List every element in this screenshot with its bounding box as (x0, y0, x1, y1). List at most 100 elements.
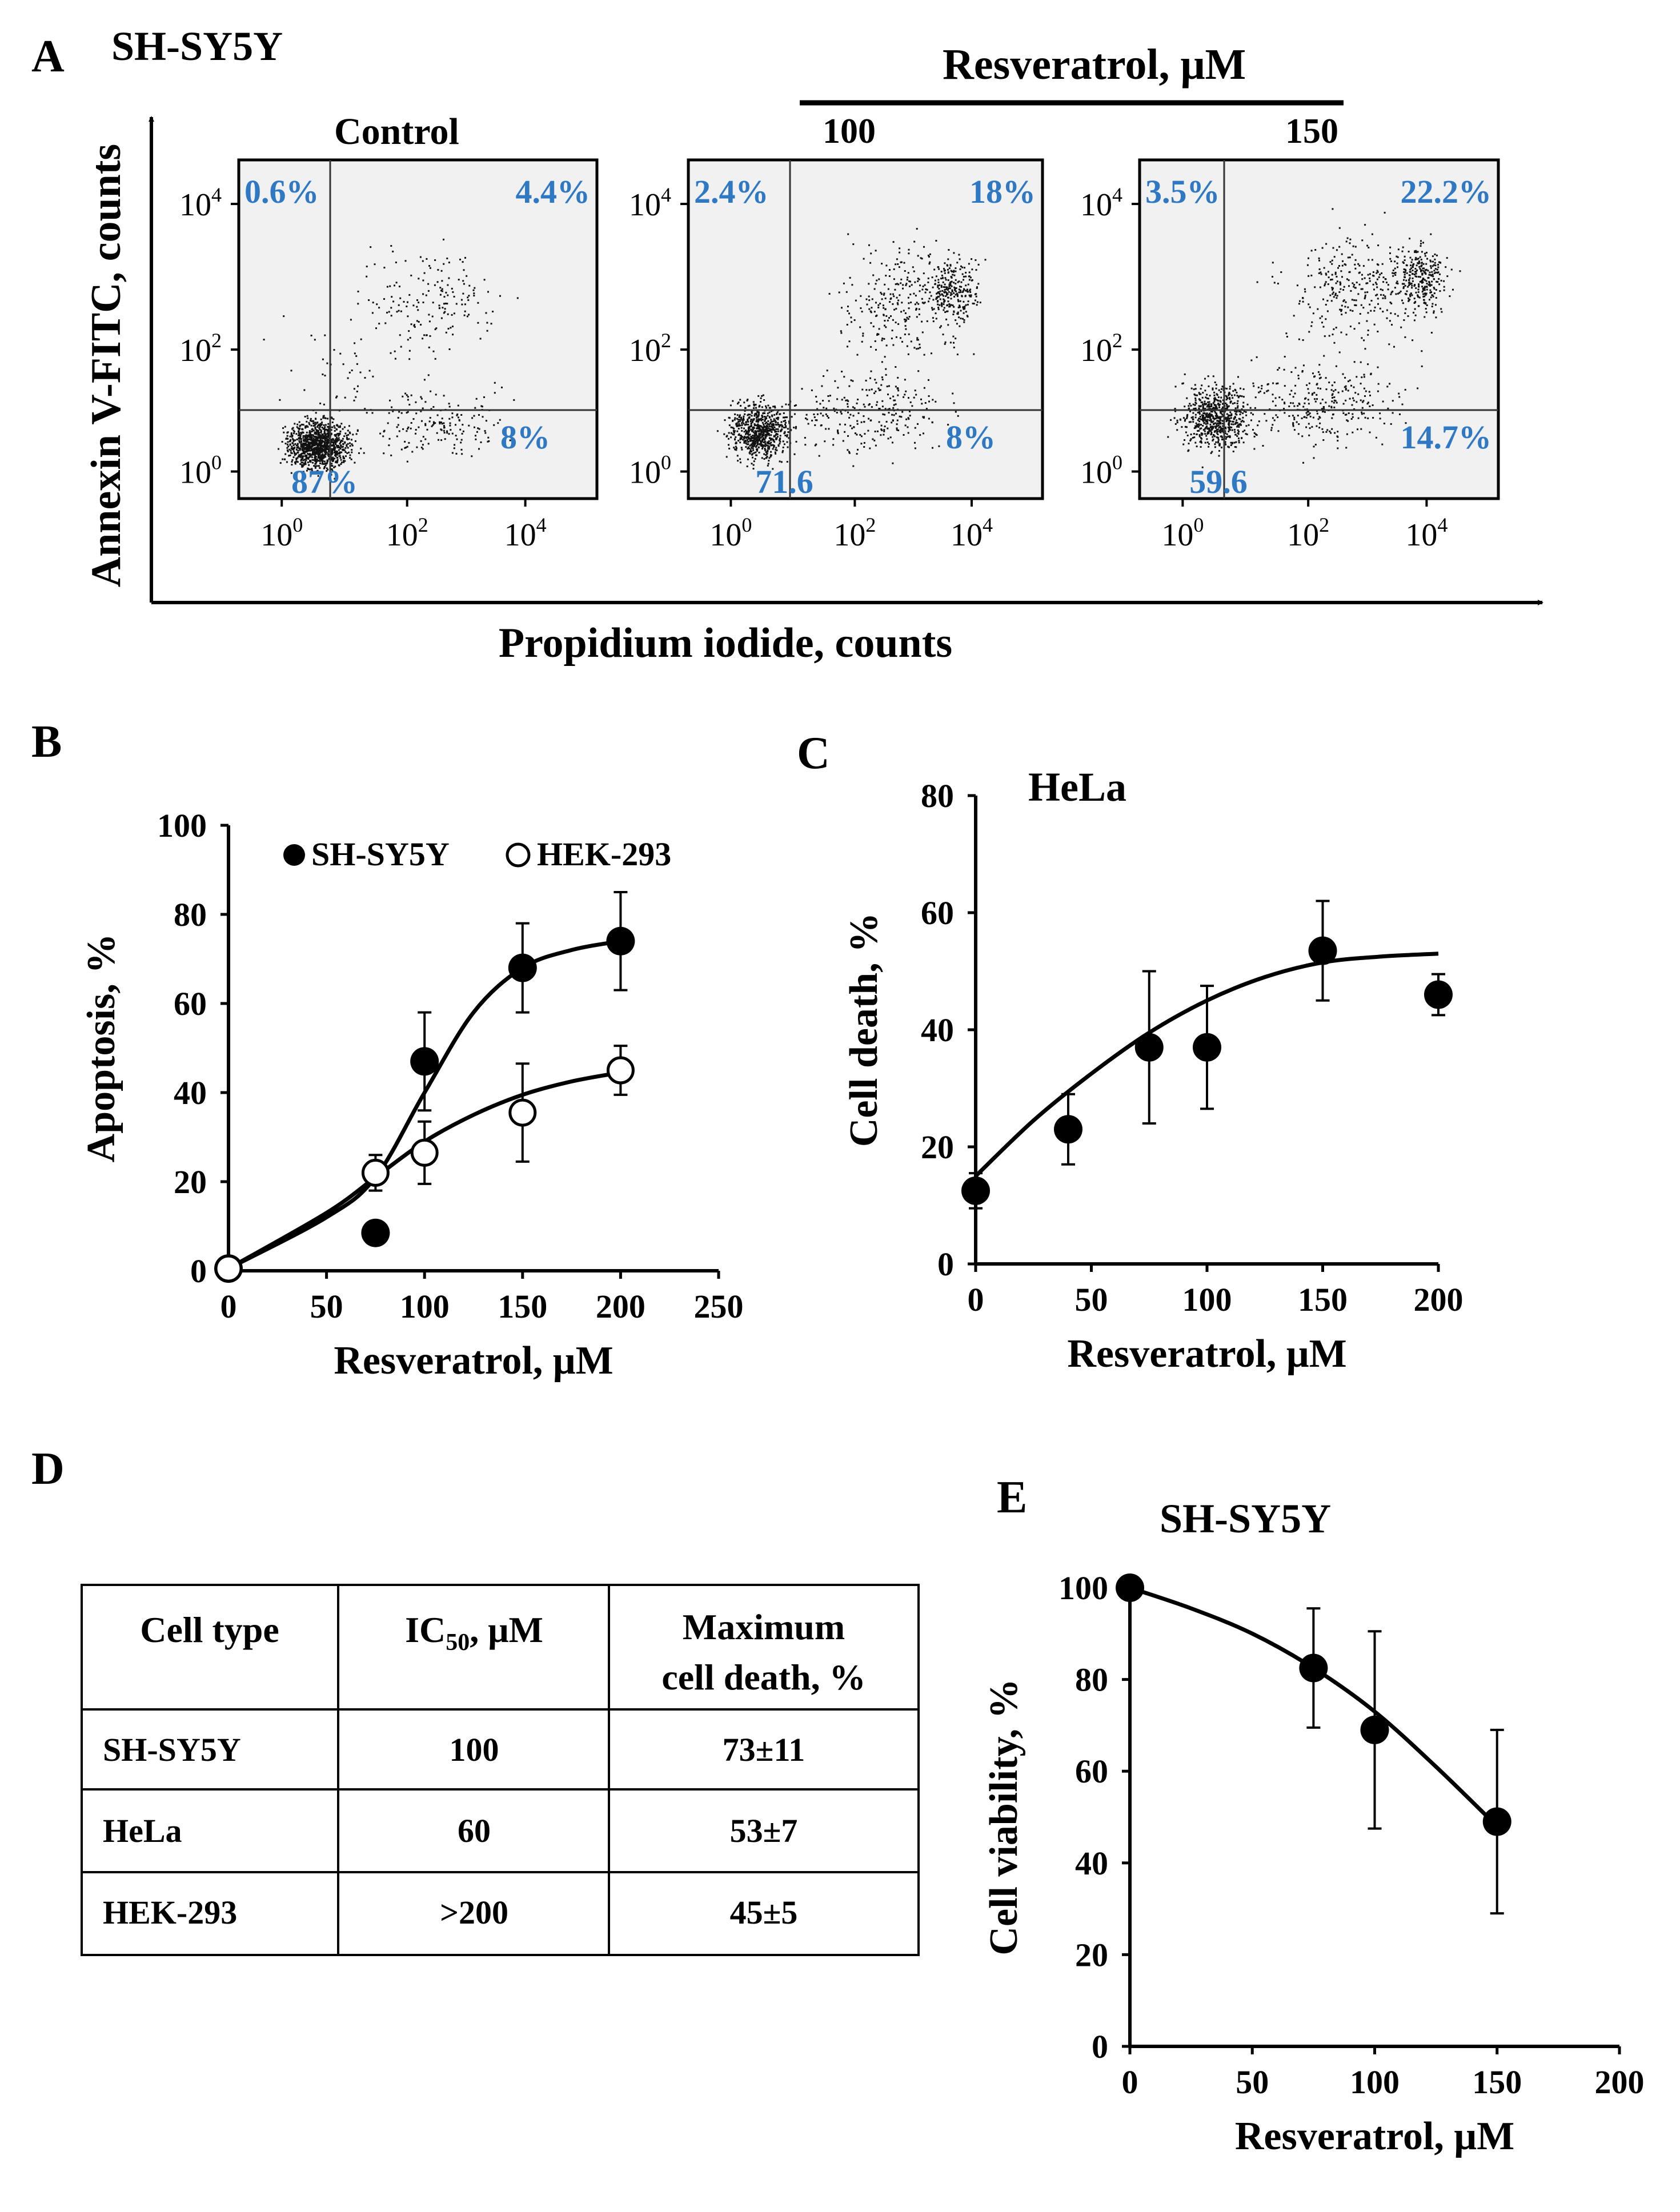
flow-event (342, 445, 344, 448)
flow-event (318, 448, 320, 450)
flow-event (343, 449, 346, 451)
flow-event (283, 431, 285, 433)
flow-event (1372, 271, 1374, 273)
flow-event (415, 432, 416, 435)
flow-event (1416, 275, 1418, 278)
flow-event (1338, 265, 1340, 267)
flow-event (959, 325, 961, 327)
flow-event (306, 469, 308, 472)
flow-event (464, 310, 466, 312)
flow-event (1219, 421, 1221, 424)
flow-event (326, 436, 328, 437)
flow-event (338, 433, 340, 436)
flow-event (355, 355, 358, 357)
flow-event (332, 437, 334, 440)
flow-event (891, 414, 893, 416)
flow-event (292, 450, 295, 452)
flow-event (756, 438, 759, 440)
flow-event (392, 410, 394, 412)
flow-event (938, 296, 940, 298)
flow-event (1239, 414, 1241, 416)
flow-event (337, 432, 339, 435)
flow-event (1217, 396, 1220, 398)
flow-event (1237, 396, 1240, 399)
flow-event (323, 455, 325, 457)
flow-event (1415, 256, 1417, 259)
flow-event (1429, 259, 1432, 262)
flow-event (865, 298, 868, 300)
flow-event (1387, 288, 1389, 291)
flow-event (1233, 394, 1236, 396)
flow-event (911, 405, 913, 407)
flow-event (1434, 262, 1436, 264)
flow-event (1225, 420, 1228, 423)
flow-event (319, 472, 321, 475)
flow-event (875, 404, 877, 406)
flow-event (1331, 400, 1333, 403)
flow-event (736, 422, 738, 424)
flow-event (1235, 441, 1237, 443)
flow-event (1237, 424, 1239, 427)
flow-event (394, 350, 396, 352)
flow-event (924, 402, 927, 404)
flow-event (326, 444, 328, 445)
flow-event (928, 256, 930, 258)
flow-event (1204, 378, 1206, 380)
flow-event (737, 440, 740, 442)
flow-event (1413, 302, 1416, 304)
flow-event (308, 448, 310, 451)
flow-event (1228, 417, 1230, 420)
flow-event (1309, 412, 1311, 415)
flow-event (320, 423, 323, 425)
flow-event (1404, 336, 1406, 338)
flow-event (1311, 425, 1313, 428)
flow-event (305, 456, 307, 458)
flow-event (1174, 423, 1177, 425)
flow-event (756, 449, 758, 452)
flow-event (478, 414, 480, 416)
flow-event (286, 435, 288, 437)
flow-event (773, 406, 776, 408)
flow-event (284, 458, 286, 460)
flow-event (349, 454, 351, 456)
flow-event (1410, 264, 1412, 267)
flow-event (813, 416, 816, 418)
flow-event (756, 415, 758, 417)
flow-event (1225, 427, 1227, 429)
flow-event (1277, 283, 1279, 284)
flow-event (314, 441, 316, 444)
flow-event (1211, 425, 1213, 428)
flow-event (768, 411, 771, 414)
flow-event (1294, 367, 1297, 369)
flow-event (433, 423, 435, 425)
flow-event (947, 272, 949, 274)
flow-event (1200, 401, 1202, 403)
flow-event (315, 423, 317, 425)
flow-event (1225, 402, 1227, 404)
flow-event (816, 408, 819, 410)
flow-event (735, 423, 737, 425)
flow-event (1245, 433, 1247, 435)
flow-event (765, 421, 768, 424)
flow-event (1318, 416, 1321, 418)
flow-event (1194, 402, 1197, 404)
flow-event (1340, 288, 1342, 290)
flow-event (949, 304, 951, 306)
flow-event (1400, 290, 1402, 292)
flow-event (949, 342, 952, 344)
flow-event (302, 452, 304, 454)
flow-event (735, 441, 737, 444)
flow-event (1208, 419, 1210, 421)
flow-event (939, 294, 941, 296)
flow-event (1325, 281, 1327, 283)
x-tick-label: 100 (260, 513, 303, 553)
flow-event (1414, 258, 1417, 260)
flow-event (390, 315, 392, 317)
flow-event (729, 404, 732, 407)
flow-event (1330, 432, 1332, 434)
flow-event (1221, 423, 1224, 425)
flow-event (955, 294, 957, 296)
flow-event (913, 240, 916, 243)
flow-event (897, 303, 899, 306)
flow-event (903, 310, 905, 312)
